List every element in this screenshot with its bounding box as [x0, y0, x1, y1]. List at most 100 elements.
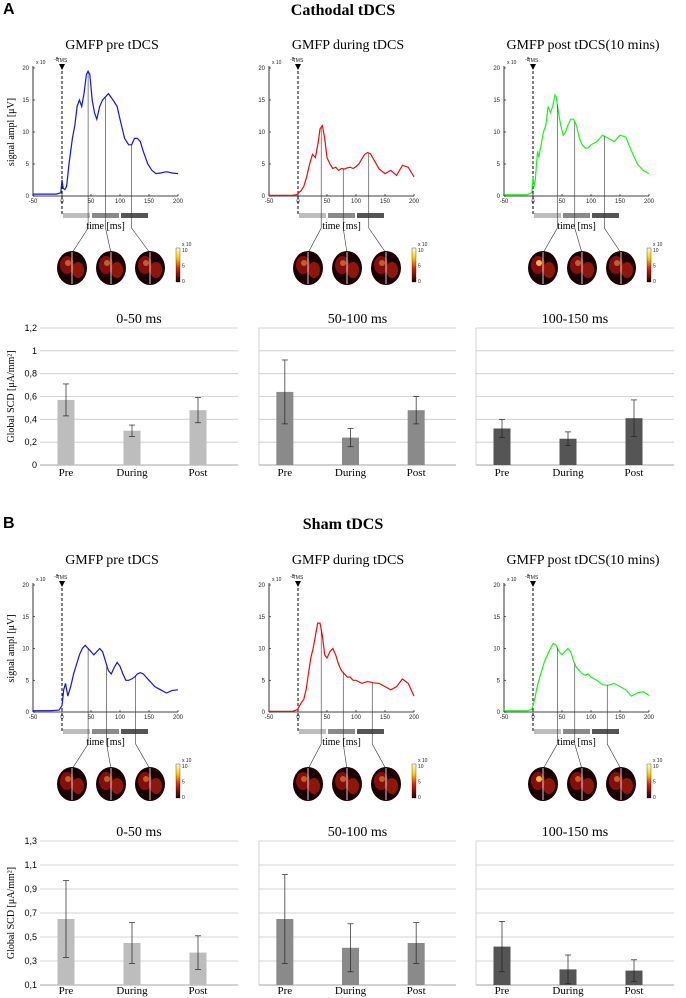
colorbar	[175, 763, 181, 799]
axis-exponent: x 10	[272, 577, 282, 583]
gmfp-title: GMFP during tDCS	[292, 553, 404, 568]
y-tick-label: 0	[262, 194, 266, 200]
gmfp-plot-sham-post: GMFP post tDCS(10 mins) x 10 -8 0 5 10 15 20 -50…	[493, 553, 663, 801]
axis-exponent-power: -8	[54, 57, 59, 63]
brain-activity-left	[570, 256, 584, 274]
bar-chart-cathodal-2: 50-100 ms Pre During Post	[258, 312, 456, 479]
time-window-bar	[299, 729, 326, 734]
bar-chart-title: 0-50 ms	[116, 825, 162, 840]
y-tick-label: 20	[22, 66, 29, 72]
y-tick-label: 0	[497, 710, 501, 716]
x-tick-label: 200	[173, 199, 184, 205]
category-label: Post	[625, 467, 644, 479]
brain-activity-left	[99, 772, 113, 790]
x-tick-label: -50	[29, 715, 38, 721]
brain-hotspot	[379, 776, 385, 782]
bar-ylabel: Global SCD [μA/mm²]	[6, 350, 17, 442]
y-tick-label: 20	[493, 583, 500, 589]
y-tick-label: 5	[26, 162, 30, 168]
category-label: During	[116, 467, 148, 479]
peak-connector-line	[604, 136, 622, 254]
bar-chart-cathodal-3: 100-150 ms Pre During Post	[475, 312, 674, 479]
brain-map-2	[96, 251, 126, 285]
tms-label: TMS	[528, 58, 539, 64]
colorbar	[175, 247, 181, 283]
brain-activity-left	[374, 256, 388, 274]
gmfp-plot-cathodal-post: GMFP post tDCS(10 mins) x 10 -8 0 5 10 15 20 -50…	[493, 38, 663, 285]
x-tick-label: 200	[409, 715, 420, 721]
brain-map-1	[57, 767, 87, 801]
bar-pre	[276, 391, 294, 465]
y-tick-label: 0,2	[24, 437, 37, 447]
category-label: Pre	[495, 467, 510, 479]
x-tick-label: -50	[29, 199, 38, 205]
brain-activity-left	[138, 772, 152, 790]
tms-label: TMS	[57, 575, 68, 581]
y-tick-label: 0	[262, 710, 266, 716]
bar-chart-title: 50-100 ms	[328, 825, 388, 840]
brain-hotspot	[301, 260, 307, 266]
peak-connector-line	[71, 648, 89, 770]
brain-activity-left	[296, 772, 310, 790]
brain-map-3	[371, 767, 401, 801]
bar-during	[342, 437, 359, 465]
colorbar-tick-label: 0	[418, 795, 421, 801]
y-tick-label: 10	[258, 647, 265, 653]
axis-exponent: x 10	[36, 60, 46, 66]
tms-arrow-icon	[295, 581, 301, 587]
brain-activity-left	[138, 256, 152, 274]
brain-hotspot	[614, 776, 620, 782]
colorbar-tick-label: 0	[418, 279, 421, 285]
brain-map-1	[528, 767, 558, 801]
y-tick-label: 10	[258, 130, 265, 136]
peak-connector-line	[307, 127, 322, 254]
colorbar-tick-label: 5	[418, 780, 421, 786]
tms-label: TMS	[293, 58, 304, 64]
y-tick-label: 10	[22, 647, 29, 653]
peak-connector-line	[307, 629, 322, 770]
brain-activity-right	[72, 262, 84, 278]
y-tick-label: 15	[258, 98, 265, 104]
brain-activity-right	[621, 778, 633, 794]
colorbar-exponent: x 10	[418, 758, 428, 764]
category-label: Post	[189, 467, 208, 479]
y-tick-label: 15	[493, 98, 500, 104]
x-tick-label: 150	[615, 715, 626, 721]
colorbar-exponent: x 10	[653, 758, 663, 764]
peak-connector-line	[542, 647, 558, 770]
x-tick-label: 50	[324, 199, 331, 205]
x-tick-label: 100	[586, 199, 597, 205]
axis-exponent-power: -8	[54, 574, 59, 580]
colorbar-tick-label: 10	[418, 764, 424, 770]
gmfp-title: GMFP post tDCS(10 mins)	[506, 38, 659, 53]
peak-connector-line	[606, 685, 622, 770]
peak-connector-line	[106, 665, 112, 770]
tms-arrow-icon	[59, 64, 65, 70]
brain-activity-right	[72, 778, 84, 794]
category-label: During	[552, 467, 584, 479]
brain-activity-left	[296, 256, 310, 274]
bar-post	[407, 943, 425, 985]
y-tick-label: 1,1	[24, 860, 37, 870]
time-window-bar	[357, 729, 384, 734]
gmfp-ylabel: signal ampl [μV]	[6, 614, 17, 682]
x-tick-label: 50	[88, 199, 95, 205]
y-tick-label: 0,4	[24, 414, 37, 424]
x-tick-label: 150	[144, 715, 155, 721]
tms-label: TMS	[293, 575, 304, 581]
brain-hotspot	[575, 776, 581, 782]
category-label: Pre	[59, 985, 74, 997]
colorbar-tick-label: 5	[418, 264, 421, 270]
brain-hotspot	[143, 260, 149, 266]
colorbar-tick-label: 0	[182, 279, 185, 285]
y-tick-label: 1,3	[24, 836, 37, 846]
bar-chart-sham-2: 50-100 ms Pre During Post	[258, 825, 456, 997]
y-tick-label: 15	[493, 615, 500, 621]
bar-chart-cathodal-1: 0-50 ms 0 0,2 0,4 0,6 0,8 1 1,2 Global SCD [μA/m…	[6, 312, 238, 479]
time-window-bar	[563, 729, 590, 734]
x-tick-label: -50	[265, 199, 274, 205]
category-label: During	[552, 985, 584, 997]
brain-hotspot	[104, 776, 110, 782]
brain-map-1	[293, 767, 323, 801]
